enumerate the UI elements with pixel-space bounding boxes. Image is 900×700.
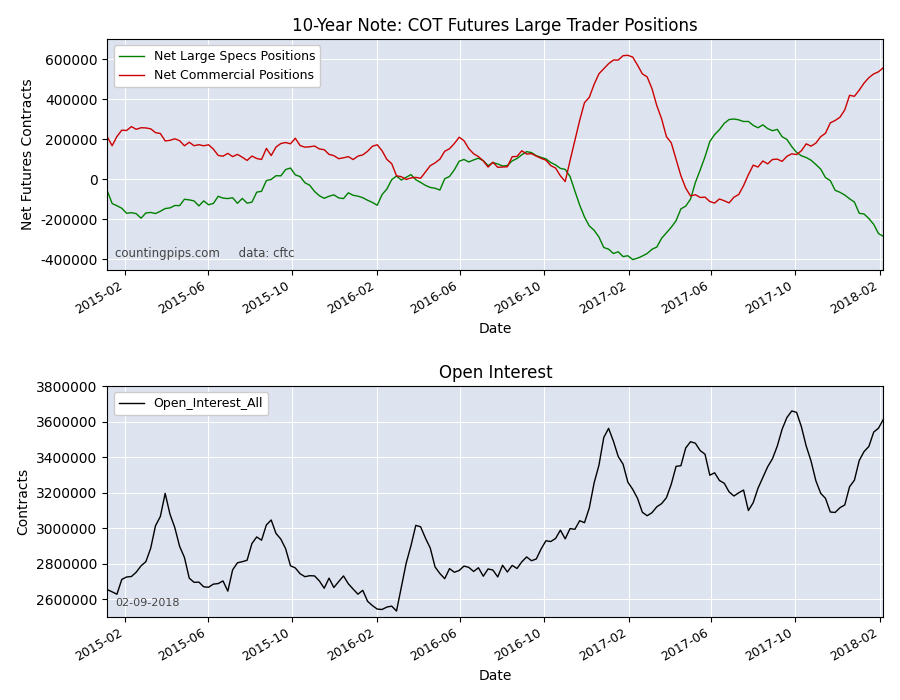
Y-axis label: Net Futures Contracts: Net Futures Contracts — [21, 78, 35, 230]
Line: Open_Interest_All: Open_Interest_All — [107, 411, 883, 611]
Text: countingpips.com     data: cftc: countingpips.com data: cftc — [115, 247, 294, 260]
Text: 02-09-2018: 02-09-2018 — [115, 598, 180, 608]
Title: 10-Year Note: COT Futures Large Trader Positions: 10-Year Note: COT Futures Large Trader P… — [292, 17, 698, 35]
X-axis label: Date: Date — [479, 669, 512, 683]
Legend: Open_Interest_All: Open_Interest_All — [113, 393, 268, 416]
Title: Open Interest: Open Interest — [438, 364, 552, 382]
Line: Net Large Specs Positions: Net Large Specs Positions — [107, 119, 883, 260]
X-axis label: Date: Date — [479, 322, 512, 336]
Line: Net Commercial Positions: Net Commercial Positions — [107, 55, 883, 203]
Legend: Net Large Specs Positions, Net Commercial Positions: Net Large Specs Positions, Net Commercia… — [113, 46, 320, 88]
Y-axis label: Contracts: Contracts — [17, 468, 31, 535]
